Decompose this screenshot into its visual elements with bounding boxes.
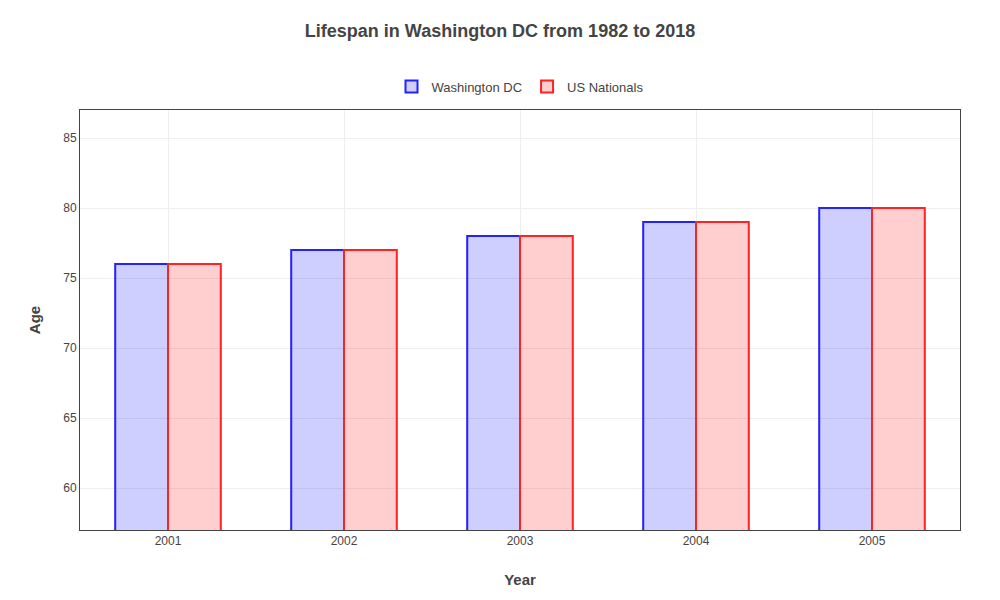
svg-text:2004: 2004 [683,534,710,548]
svg-text:Age: Age [26,306,43,334]
svg-text:2003: 2003 [507,534,534,548]
svg-text:85: 85 [63,131,77,145]
svg-text:Lifespan in Washington DC from: Lifespan in Washington DC from 1982 to 2… [305,21,695,41]
svg-text:2001: 2001 [155,534,182,548]
svg-text:70: 70 [63,341,77,355]
svg-text:65: 65 [63,411,77,425]
svg-text:75: 75 [63,271,77,285]
svg-text:US Nationals: US Nationals [567,80,643,95]
svg-text:2005: 2005 [859,534,886,548]
svg-text:Washington DC: Washington DC [432,80,523,95]
svg-text:60: 60 [63,481,77,495]
svg-text:Year: Year [504,571,536,588]
svg-text:80: 80 [63,201,77,215]
svg-text:2002: 2002 [331,534,358,548]
